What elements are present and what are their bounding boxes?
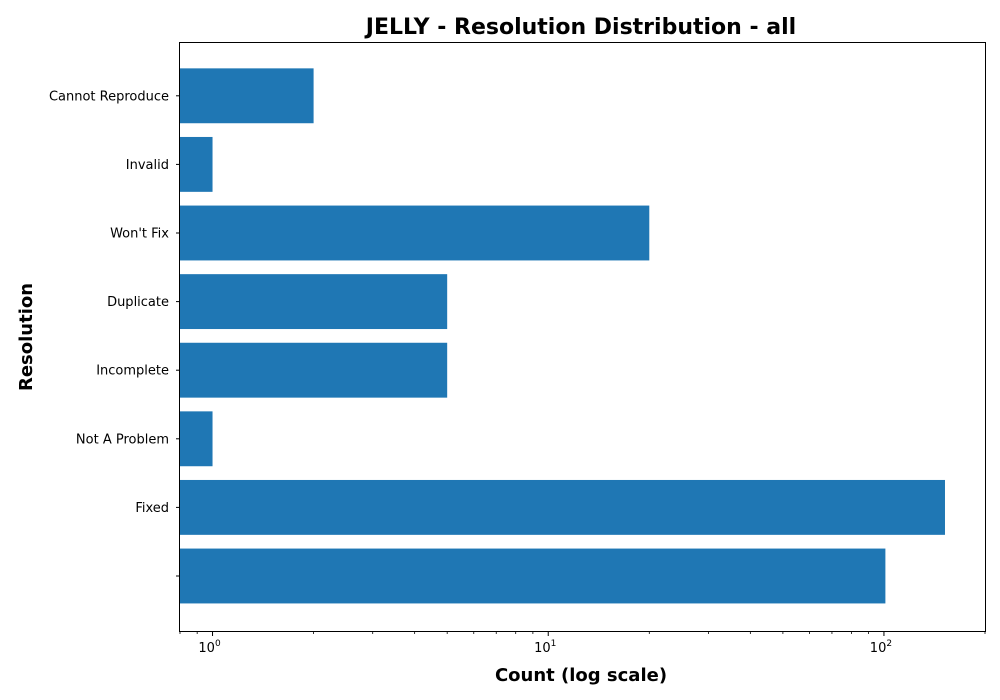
chart-title: JELLY - Resolution Distribution - all: [364, 15, 796, 40]
y-tick-label: Won't Fix: [110, 227, 169, 242]
y-tick-label: Cannot Reproduce: [49, 89, 169, 104]
bar-fixed: [180, 479, 945, 535]
bar-invalid: [180, 136, 213, 192]
bar-won-t-fix: [180, 205, 650, 261]
y-tick-label: Not A Problem: [76, 432, 169, 447]
y-tick-label: Fixed: [135, 501, 169, 516]
plot-frame: [179, 42, 986, 632]
bars-group: [180, 68, 945, 604]
x-axis-label: Count (log scale): [495, 665, 667, 686]
x-tick-label: 101: [534, 639, 556, 656]
bar-incomplete: [180, 342, 448, 398]
x-tick-label: 102: [870, 639, 892, 656]
y-tick-label: Duplicate: [107, 295, 169, 310]
bar-duplicate: [180, 274, 448, 330]
bar-unlabeled: [180, 548, 886, 604]
bar-not-a-problem: [180, 411, 213, 467]
x-axis-ticks: 100 101 102: [179, 631, 986, 656]
y-axis-label: Resolution: [16, 283, 37, 391]
x-tick-label: 100: [198, 639, 221, 656]
y-tick-label: Invalid: [126, 158, 169, 173]
y-axis-ticks: Fixed Not A Problem Incomplete Duplicate Won…: [49, 89, 180, 577]
y-tick-label: Incomplete: [96, 364, 169, 379]
bar-cannot-reproduce: [180, 68, 314, 124]
